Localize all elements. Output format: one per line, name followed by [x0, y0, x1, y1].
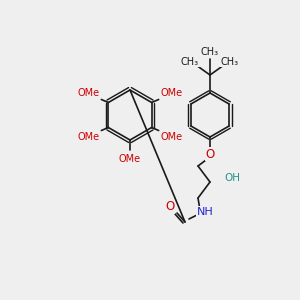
- Text: OMe: OMe: [77, 131, 99, 142]
- Text: NH: NH: [196, 207, 213, 217]
- Text: OMe: OMe: [77, 88, 99, 98]
- Text: OH: OH: [224, 173, 240, 183]
- Text: O: O: [165, 200, 175, 214]
- Text: O: O: [206, 148, 214, 160]
- Text: OMe: OMe: [160, 88, 183, 98]
- Text: OMe: OMe: [160, 131, 183, 142]
- Text: OMe: OMe: [119, 154, 141, 164]
- Text: CH₃: CH₃: [181, 57, 199, 67]
- Text: CH₃: CH₃: [201, 47, 219, 57]
- Text: CH₃: CH₃: [221, 57, 239, 67]
